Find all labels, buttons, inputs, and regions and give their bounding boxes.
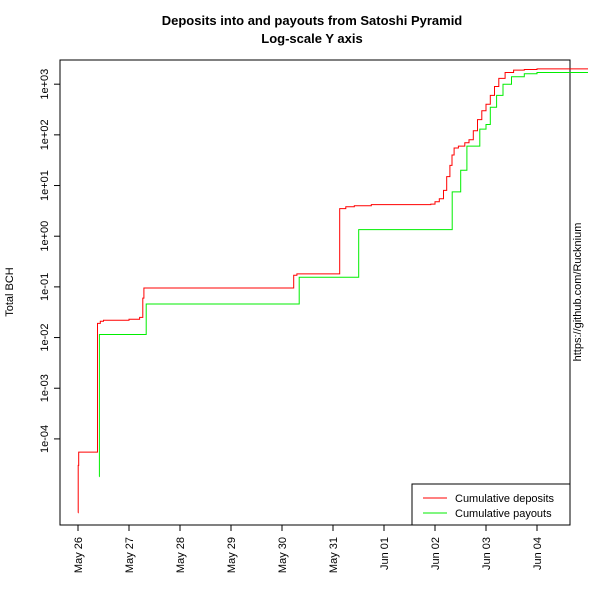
y-tick-label-1: 1e-03 — [39, 374, 51, 402]
x-tick-label-3: May 29 — [226, 537, 238, 573]
side-credit: https://github.com/Rucknium — [572, 223, 584, 362]
y-tick-label-2: 1e-02 — [39, 323, 51, 351]
y-axis: 1e-04 1e-03 1e-02 1e-01 1e+00 1e+01 1e+02 1e+03 — [39, 69, 60, 453]
x-tick-label-0: May 26 — [73, 537, 85, 573]
y-tick-label-3: 1e-01 — [39, 273, 51, 301]
plot-box — [59, 59, 571, 526]
y-tick-label-6: 1e+02 — [39, 119, 51, 150]
chart-title: Deposits into and payouts from Satoshi P… — [162, 13, 463, 28]
legend: Cumulative deposits Cumulative payouts — [411, 483, 571, 526]
y-tick-label-7: 1e+03 — [39, 69, 51, 100]
y-tick-label-5: 1e+01 — [39, 170, 51, 201]
x-tick-label-6: Jun 01 — [379, 537, 391, 570]
x-tick-label-7: Jun 02 — [430, 537, 442, 570]
chart-subtitle: Log-scale Y axis — [261, 31, 362, 46]
x-tick-label-9: Jun 04 — [532, 537, 544, 570]
x-tick-label-2: May 28 — [175, 537, 187, 573]
y-axis-label: Total BCH — [4, 267, 16, 317]
legend-label-payouts: Cumulative payouts — [455, 508, 552, 520]
legend-box — [411, 483, 571, 526]
plot-area — [77, 68, 588, 514]
x-tick-label-4: May 30 — [277, 537, 289, 573]
legend-label-deposits: Cumulative deposits — [455, 493, 555, 505]
x-tick-label-1: May 27 — [124, 537, 136, 573]
series-line-payouts — [98, 72, 588, 478]
x-axis: May 26 May 27 May 28 May 29 May 30 May 31 Jun … — [73, 525, 544, 573]
series-line-deposits — [77, 68, 588, 514]
y-tick-label-0: 1e-04 — [39, 425, 51, 453]
y-tick-label-4: 1e+00 — [39, 221, 51, 252]
x-tick-label-5: May 31 — [328, 537, 340, 573]
x-tick-label-8: Jun 03 — [481, 537, 493, 570]
